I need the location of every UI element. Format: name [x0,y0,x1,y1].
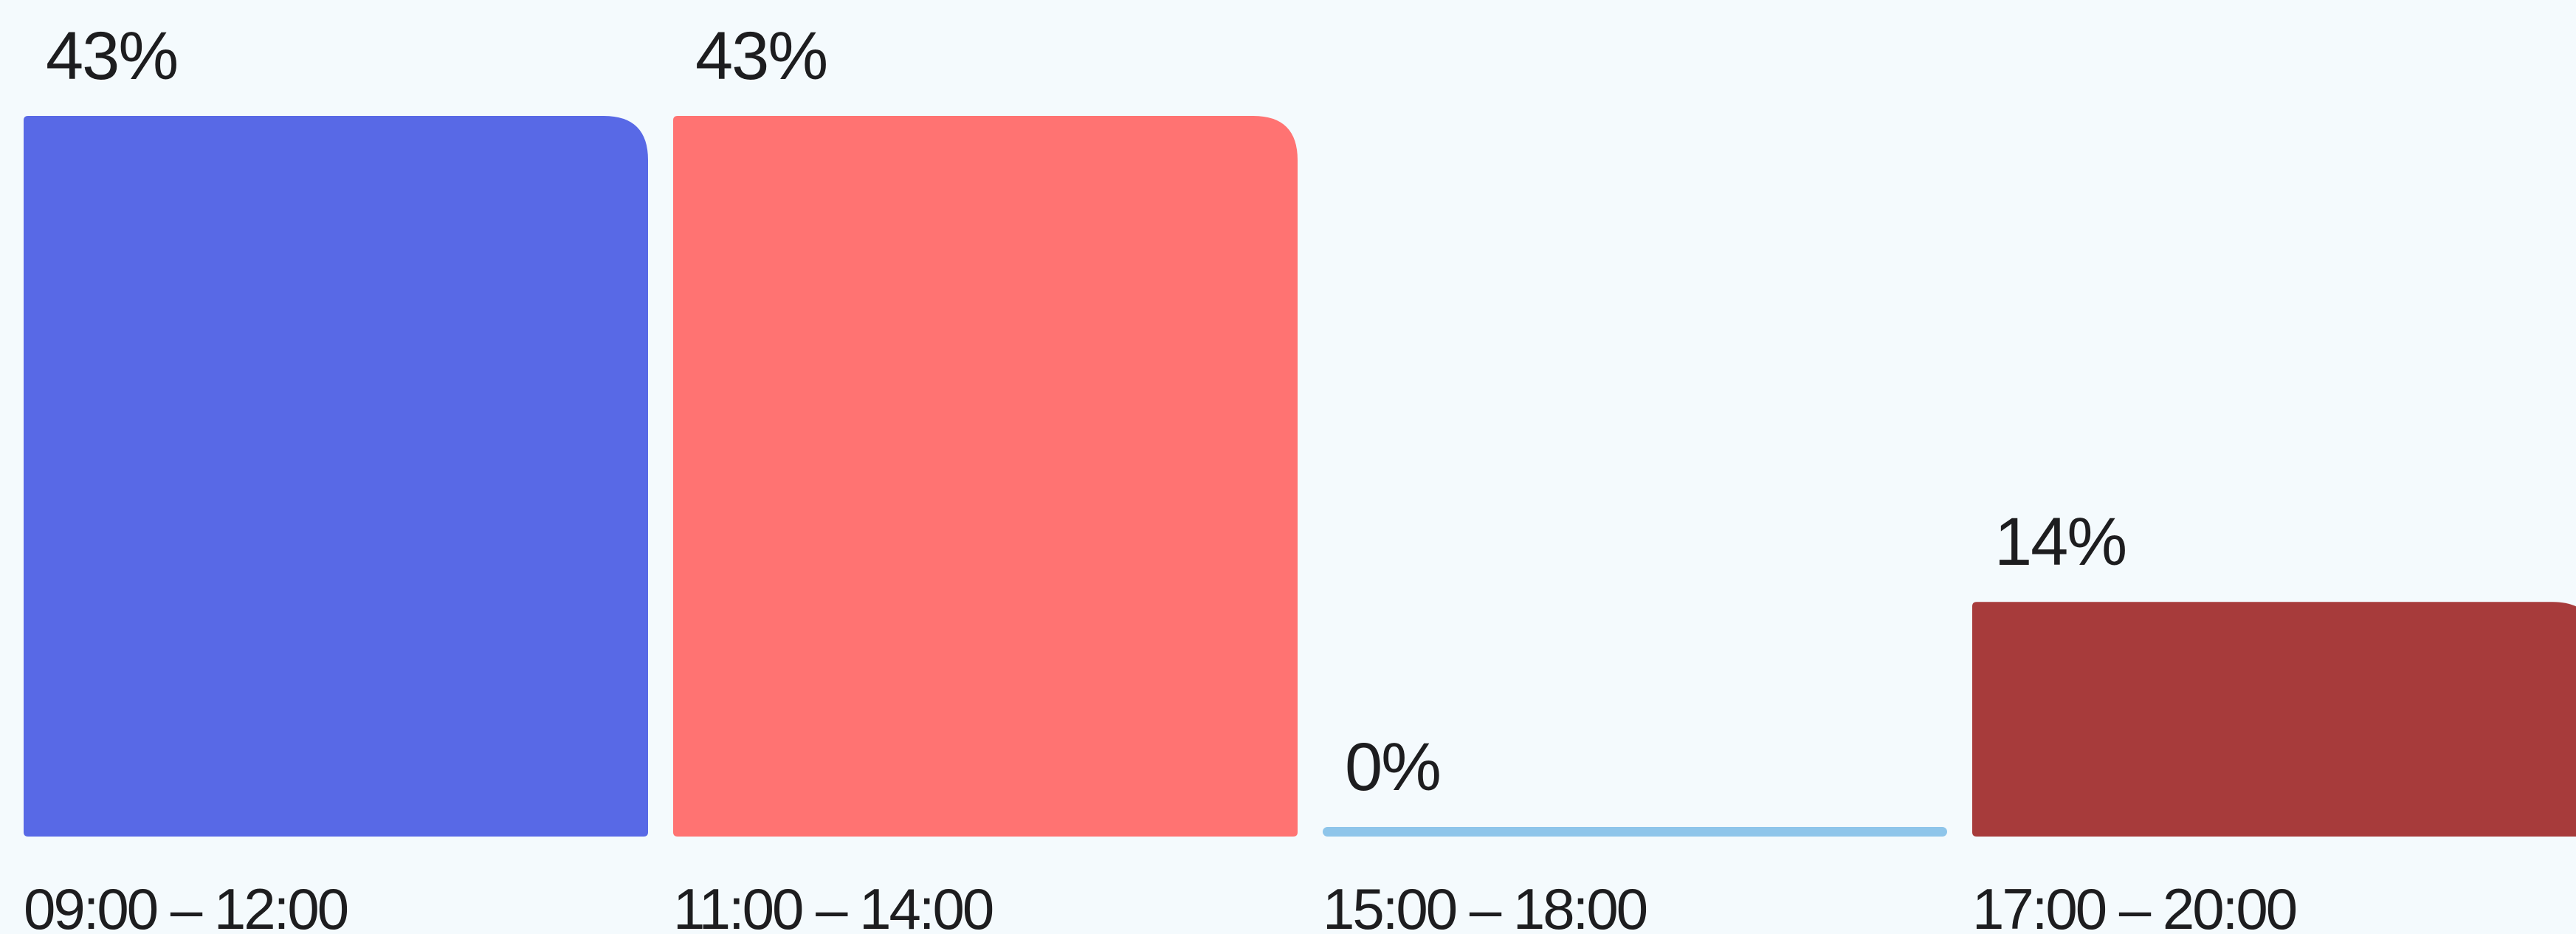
bar-0 [24,116,648,837]
bar-2 [1323,827,1947,837]
value-label-0: 43% [46,18,177,94]
category-label-1: 11:00 – 14:00 [673,876,993,934]
bar-3 [1972,602,2576,837]
category-label-2: 15:00 – 18:00 [1323,876,1647,934]
value-label-2: 0% [1345,729,1440,805]
value-label-3: 14% [1994,504,2126,580]
category-label-3: 17:00 – 20:00 [1972,876,2296,934]
category-label-0: 09:00 – 12:00 [24,876,348,934]
bar-1 [673,116,1298,837]
value-label-1: 43% [695,18,827,94]
